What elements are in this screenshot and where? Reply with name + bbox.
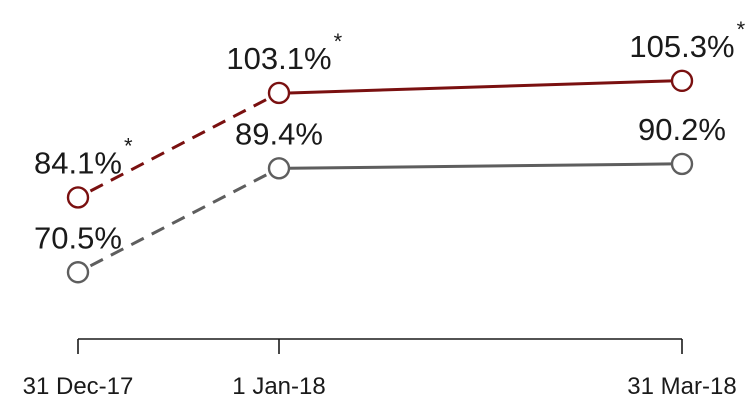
series-1-point <box>267 81 291 105</box>
data-label: 70.5% <box>34 220 122 255</box>
series-1-point <box>66 186 90 209</box>
series-1-solid-segment <box>288 79 673 95</box>
x-tick-label: 1 Jan-18 <box>232 373 325 400</box>
data-label: 103.1% <box>226 41 331 76</box>
x-tick-label: 31 Dec-17 <box>23 373 134 400</box>
data-label: 105.3% <box>629 29 734 64</box>
asterisk-annotation: * <box>737 17 746 42</box>
asterisk-annotation: * <box>124 133 133 158</box>
data-label: 89.4% <box>235 116 323 151</box>
series-1-dashed-segment <box>89 96 270 193</box>
series-layer <box>66 69 694 284</box>
series-2-point <box>670 152 694 176</box>
series-2-dashed-segment <box>89 172 270 268</box>
x-tick-label: 31 Mar-18 <box>627 373 736 400</box>
series-2-point <box>66 261 90 284</box>
series-2-point <box>267 157 291 180</box>
data-label: 84.1% <box>34 145 122 180</box>
data-label: 90.2% <box>638 112 726 147</box>
data-label-layer: 84.1% *103.1% * 105.3% *70.5%89.4% 90.2% <box>34 17 746 255</box>
series-1-point <box>670 69 694 93</box>
series-2-solid-segment <box>288 162 673 170</box>
asterisk-annotation: * <box>334 29 343 54</box>
x-axis: 31 Dec-17 1 Jan-18 31 Mar-18 <box>23 338 737 400</box>
